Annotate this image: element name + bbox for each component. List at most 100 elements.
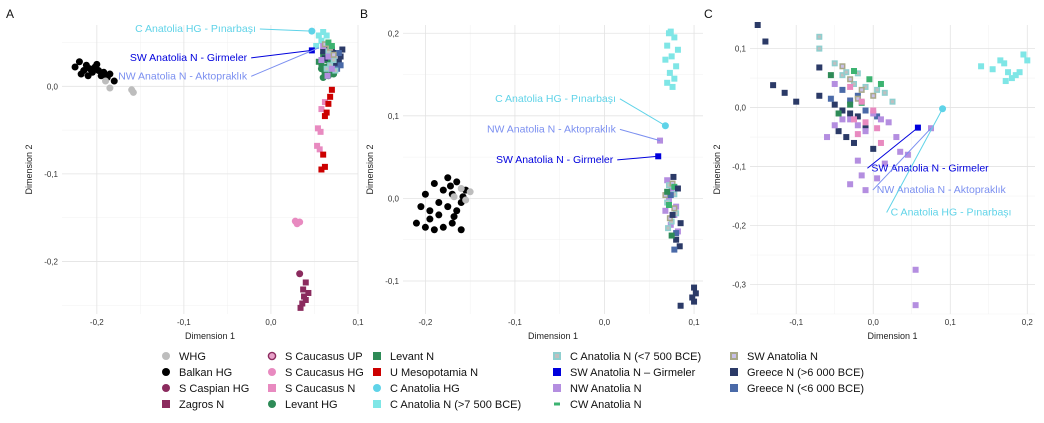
legend-label: C Anatolia HG [390, 383, 460, 395]
point-nw-anatolia-n [893, 134, 900, 141]
point-sw-anatolia-n-inner [672, 206, 676, 210]
point-greece-n-6-000-bce [827, 95, 834, 102]
y-tick-label: 0,0 [388, 194, 400, 203]
point-nw-anatolia-n [831, 122, 838, 129]
point-whg [129, 88, 137, 96]
x-tick-label: 0,0 [599, 318, 611, 327]
point-nw-anatolia-n [324, 72, 331, 79]
legend-label: WHG [179, 351, 206, 363]
point-greece-n-6-000-bce [673, 230, 680, 237]
legend-item-greece-n-6-000-bce: Greece N (>6 000 BCE) [730, 367, 864, 379]
point-balkan-hg [439, 223, 447, 231]
point-nw-anatolia-n [854, 122, 861, 129]
point-greece-n-6-000-bce [337, 53, 344, 60]
annotation-label: C Anatolia HG - Pınarbaşı [495, 93, 616, 105]
point-balkan-hg [439, 186, 447, 194]
point-balkan-hg [448, 219, 456, 227]
legend-key [268, 384, 276, 392]
y-tick-label: -0,1 [732, 163, 746, 172]
point-s-caucasus-n [316, 146, 323, 153]
point-balkan-hg [430, 180, 438, 188]
point-u-mesopotamia-n [328, 86, 335, 93]
x-axis-label: Dimension 1 [528, 331, 578, 341]
legend-key [373, 384, 381, 392]
point-c-anatolia-n-7-500-bce-inner [864, 85, 868, 89]
point-u-mesopotamia-n [320, 151, 327, 158]
point-balkan-hg [444, 203, 452, 211]
point-nw-anatolia-n [912, 266, 919, 273]
point-c-anatolia-n-7-500-bce [664, 42, 671, 49]
point-c-anatolia-n-7-500-bce-inner [817, 35, 821, 39]
point-greece-n-6-000-bce [691, 298, 698, 305]
legend-key [162, 352, 170, 360]
point-nw-anatolia-n [318, 57, 325, 64]
legend-key [730, 384, 738, 392]
point-levant-n [827, 72, 834, 79]
point-nw-anatolia-n [881, 160, 888, 167]
point-nw-anatolia-n [874, 175, 881, 182]
point-balkan-hg [412, 219, 420, 227]
point-sw-anatolia-n-inner [332, 53, 336, 57]
x-tick-label: -0,2 [90, 318, 104, 327]
point-greece-n-6-000-bce [673, 236, 680, 243]
annotation-label: C Anatolia HG - Pınarbaşı [135, 23, 256, 35]
legend-item-c-anatolia-hg: C Anatolia HG [373, 383, 460, 395]
annotation-label: NW Anatolia N - Aktopraklık [118, 70, 248, 82]
point-u-mesopotamia-n [321, 113, 328, 120]
point-nw-anatolia-n [885, 119, 892, 126]
point-balkan-hg [421, 223, 429, 231]
point-balkan-hg [435, 199, 443, 207]
point-c-anatolia-n-7-500-bce [1024, 57, 1031, 64]
point-sw-anatolia-n-inner [860, 88, 864, 92]
y-axis-label: Dimension 2 [365, 144, 375, 194]
legend-item-cw-anatolia-n: CW Anatolia N [554, 399, 642, 411]
point-sw-anatolia-n-girmeler [914, 124, 921, 131]
point-greece-n-6-000-bce [335, 58, 342, 65]
y-tick-label: 0,0 [47, 82, 59, 91]
point-nw-anatolia-n [831, 80, 838, 87]
point-sw-anatolia-n-inner [663, 193, 667, 197]
point-greece-n-6-000-bce [843, 134, 850, 141]
panel-a: A -0,2 -0,1 0,0 0,1 -0,2 -0,1 0,0 Dimension 1 Dim… [6, 7, 364, 341]
point-c-anatolia-n-7-500-bce [989, 66, 996, 73]
point-zagros-n [300, 286, 307, 293]
point-greece-n-6-000-bce [332, 60, 339, 67]
annotation-label: SW Anatolia N - Girmeler [871, 162, 989, 174]
point-c-anatolia-hg [661, 122, 669, 130]
legend-label: CW Anatolia N [570, 399, 642, 411]
point-c-anatolia-n-7-500-bce [978, 63, 985, 70]
point-greece-n-6-000-bce [323, 44, 330, 51]
point-greece-n-6-000-bce [762, 38, 769, 45]
point-c-anatolia-n-7-500-bce [1002, 78, 1009, 85]
point-s-caucasus-n [318, 106, 325, 113]
legend-label: S Caucasus UP [285, 351, 363, 363]
point-s-caspian-hg [296, 270, 304, 278]
point-zagros-n [299, 300, 306, 307]
y-tick-label: -0,2 [732, 222, 746, 231]
x-tick-label: 0,2 [1022, 318, 1034, 327]
point-nw-anatolia-n [847, 116, 854, 123]
point-whg [102, 77, 110, 85]
legend-key [373, 368, 381, 376]
point-greece-n-6-000-bce [781, 89, 788, 96]
point-c-anatolia-n-7-500-bce [1012, 72, 1019, 79]
point-c-anatolia-n-7-500-bce [673, 63, 680, 70]
plot-area [403, 25, 703, 314]
point-whg [462, 196, 470, 204]
point-sw-anatolia-n-inner [848, 77, 852, 81]
y-tick-label: 0,2 [388, 29, 400, 38]
point-c-anatolia-n-7-500-bce-inner [817, 47, 821, 51]
point-greece-n-6-000-bce [816, 64, 823, 71]
legend-label: S Caucasus N [285, 383, 355, 395]
point-c-anatolia-n-7-500-bce-inner [670, 220, 674, 224]
point-balkan-hg [75, 58, 83, 66]
point-balkan-hg [93, 60, 101, 68]
point-nw-anatolia-n [662, 207, 669, 214]
point-greece-n-6-000-bce [835, 128, 842, 135]
data-points [412, 28, 699, 309]
point-balkan-hg [457, 226, 465, 234]
annotation-label: C Anatolia HG - Pınarbaşı [891, 207, 1012, 219]
annotation-label: SW Anatolia N - Girmeler [130, 52, 248, 64]
legend-key [730, 368, 738, 376]
annotation-leader [619, 98, 666, 127]
